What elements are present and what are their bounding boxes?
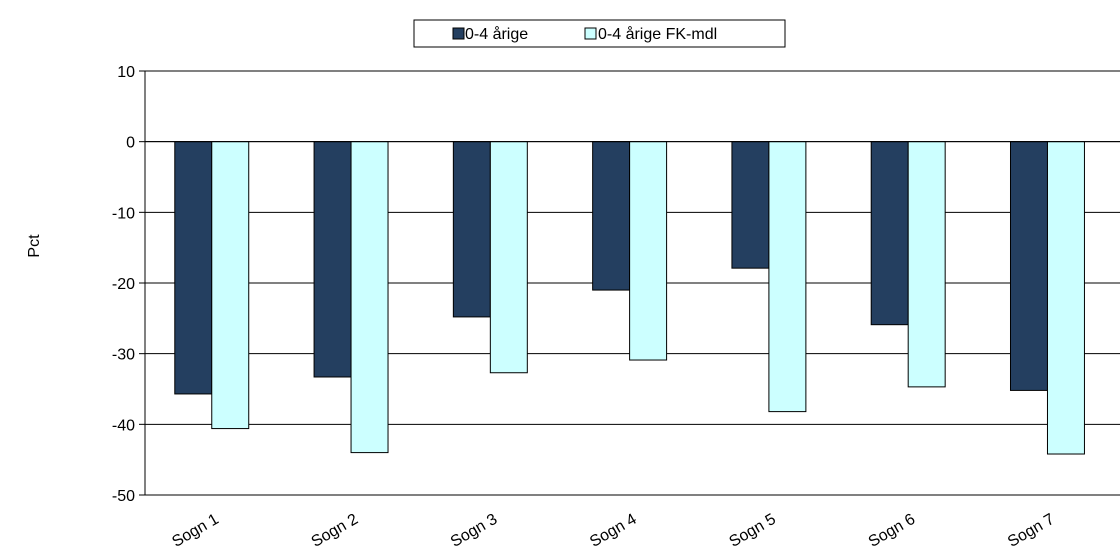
legend-swatch-series-1 bbox=[452, 27, 465, 40]
bar-series-1-sogn-3 bbox=[452, 141, 491, 318]
bar-series-2-sogn-5 bbox=[768, 141, 807, 413]
bar-series-2-sogn-4 bbox=[629, 141, 668, 361]
x-axis-labels: Sogn 1 Sogn 2 Sogn 3 Sogn 4 Sogn 5 Sogn 6 Sogn… bbox=[169, 511, 1057, 551]
bar-series-2-sogn-6 bbox=[907, 141, 946, 388]
x-category-label: Sogn 1 bbox=[169, 511, 222, 551]
legend-box bbox=[413, 19, 786, 48]
x-category-label: Sogn 5 bbox=[726, 511, 779, 551]
bar-series-2-sogn-3 bbox=[489, 141, 528, 374]
y-axis-title: Pct bbox=[26, 234, 43, 258]
bar-series-1-sogn-5 bbox=[731, 141, 770, 269]
bar-series-2-sogn-1 bbox=[211, 141, 250, 430]
legend-label-series-1: 0-4 årige bbox=[465, 25, 528, 43]
legend-label-series-2: 0-4 årige FK-mdl bbox=[598, 25, 717, 43]
y-tick-label: -30 bbox=[112, 347, 135, 364]
x-category-label: Sogn 7 bbox=[1005, 511, 1058, 551]
y-tick-label: 10 bbox=[117, 64, 135, 81]
bar-series-2-sogn-2 bbox=[350, 141, 389, 454]
y-tick-label: -20 bbox=[112, 276, 135, 293]
legend-swatch-series-2 bbox=[584, 27, 597, 40]
x-category-label: Sogn 6 bbox=[866, 511, 919, 551]
bar-series-1-sogn-2 bbox=[313, 141, 352, 378]
bars bbox=[174, 141, 1085, 455]
bar-series-1-sogn-1 bbox=[174, 141, 213, 395]
y-tick-label: 0 bbox=[126, 135, 135, 152]
bar-series-1-sogn-7 bbox=[1009, 141, 1048, 391]
bar-series-1-sogn-4 bbox=[592, 141, 631, 291]
y-axis-ticks: 10 0 -10 -20 -30 -40 -50 bbox=[112, 64, 145, 505]
x-category-label: Sogn 3 bbox=[448, 511, 501, 551]
bar-series-2-sogn-7 bbox=[1046, 141, 1085, 455]
y-tick-label: -50 bbox=[112, 488, 135, 505]
bar-series-1-sogn-6 bbox=[870, 141, 909, 326]
y-tick-label: -10 bbox=[112, 205, 135, 222]
x-category-label: Sogn 4 bbox=[587, 511, 640, 551]
x-category-label: Sogn 2 bbox=[309, 511, 362, 551]
y-tick-label: -40 bbox=[112, 417, 135, 434]
legend: 0-4 årige 0-4 årige FK-mdl bbox=[413, 19, 786, 48]
